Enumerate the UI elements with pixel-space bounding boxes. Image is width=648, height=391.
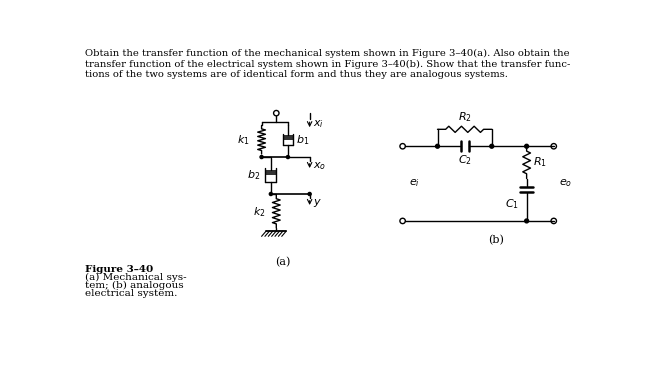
Text: (a): (a) — [275, 257, 290, 267]
Text: tem; (b) analogous: tem; (b) analogous — [85, 281, 183, 290]
Bar — [266, 170, 275, 175]
Text: electrical system.: electrical system. — [85, 289, 178, 298]
Bar — [283, 135, 293, 140]
Text: $x_i$: $x_i$ — [313, 118, 324, 130]
Circle shape — [270, 192, 272, 196]
Text: $y$: $y$ — [313, 197, 321, 209]
Text: $C_2$: $C_2$ — [457, 153, 472, 167]
Text: Obtain the transfer function of the mechanical system shown in Figure 3–40(a). A: Obtain the transfer function of the mech… — [85, 49, 570, 79]
Text: $x_o$: $x_o$ — [313, 160, 326, 172]
Text: $b_1$: $b_1$ — [296, 133, 310, 147]
Circle shape — [525, 219, 529, 223]
Circle shape — [286, 156, 290, 159]
Text: (b): (b) — [488, 235, 503, 245]
Circle shape — [260, 156, 263, 159]
Text: $R_1$: $R_1$ — [533, 156, 547, 169]
Text: $e_o$: $e_o$ — [559, 178, 572, 190]
Text: $e_i$: $e_i$ — [409, 178, 420, 190]
Circle shape — [490, 144, 494, 148]
Text: Figure 3–40: Figure 3–40 — [85, 265, 153, 274]
Text: $R_2$: $R_2$ — [457, 110, 472, 124]
Text: $C_1$: $C_1$ — [505, 197, 519, 211]
Text: $b_2$: $b_2$ — [247, 169, 260, 183]
Text: $k_1$: $k_1$ — [237, 133, 250, 147]
Circle shape — [435, 144, 439, 148]
Circle shape — [308, 192, 311, 196]
Text: $k_2$: $k_2$ — [253, 206, 266, 219]
Circle shape — [525, 144, 529, 148]
Text: (a) Mechanical sys-: (a) Mechanical sys- — [85, 273, 187, 282]
